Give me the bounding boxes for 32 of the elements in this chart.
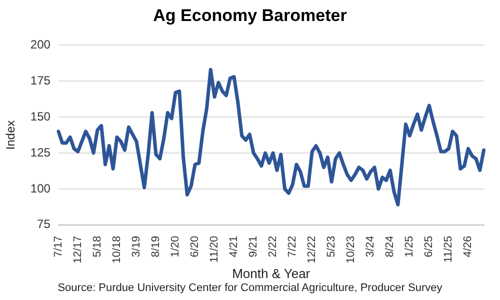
x-tick-label: 12/22 bbox=[306, 236, 318, 264]
y-tick-label: 150 bbox=[30, 109, 51, 124]
x-tick-label: 2/22 bbox=[267, 236, 280, 258]
x-axis-title: Month & Year bbox=[232, 266, 311, 281]
x-tick-label: 8/19 bbox=[150, 236, 162, 258]
x-tick-label: 12/17 bbox=[72, 236, 84, 264]
x-tick-label: 4/21 bbox=[228, 236, 240, 258]
x-tick-label: 7/17 bbox=[52, 236, 64, 258]
x-tick-label: 1/25 bbox=[404, 236, 416, 258]
x-tick-label: 11/20 bbox=[208, 236, 221, 263]
x-tick-label: 10/18 bbox=[110, 236, 123, 264]
x-tick-label: 1/20 bbox=[170, 236, 182, 258]
y-tick-label: 175 bbox=[30, 73, 51, 88]
x-tick-label: 5/23 bbox=[326, 236, 338, 258]
x-tick-label: 3/24 bbox=[364, 236, 377, 258]
x-tick-label: 11/25 bbox=[442, 236, 455, 263]
source-note: Source: Purdue University Center for Commercial Agriculture, Producer Survey bbox=[56, 282, 444, 294]
x-tick-label: 6/20 bbox=[189, 236, 202, 258]
x-tick-label: 4/26 bbox=[462, 236, 474, 258]
y-tick-label: 125 bbox=[30, 145, 51, 160]
x-tick-label: 9/21 bbox=[248, 236, 260, 258]
x-tick-label: 3/19 bbox=[130, 236, 143, 258]
y-tick-label: 200 bbox=[30, 38, 51, 52]
x-tick-label: 8/24 bbox=[384, 236, 396, 258]
y-tick-label: 100 bbox=[30, 181, 51, 196]
x-tick-label: 6/25 bbox=[423, 236, 436, 258]
x-tick-label: 10/23 bbox=[345, 236, 358, 264]
x-tick-label: 5/18 bbox=[91, 236, 104, 258]
y-axis-title: Index bbox=[4, 120, 18, 150]
chart-title: Ag Economy Barometer bbox=[152, 6, 348, 26]
y-tick-label: 75 bbox=[37, 217, 51, 232]
x-tick-label: 7/22 bbox=[286, 236, 299, 258]
